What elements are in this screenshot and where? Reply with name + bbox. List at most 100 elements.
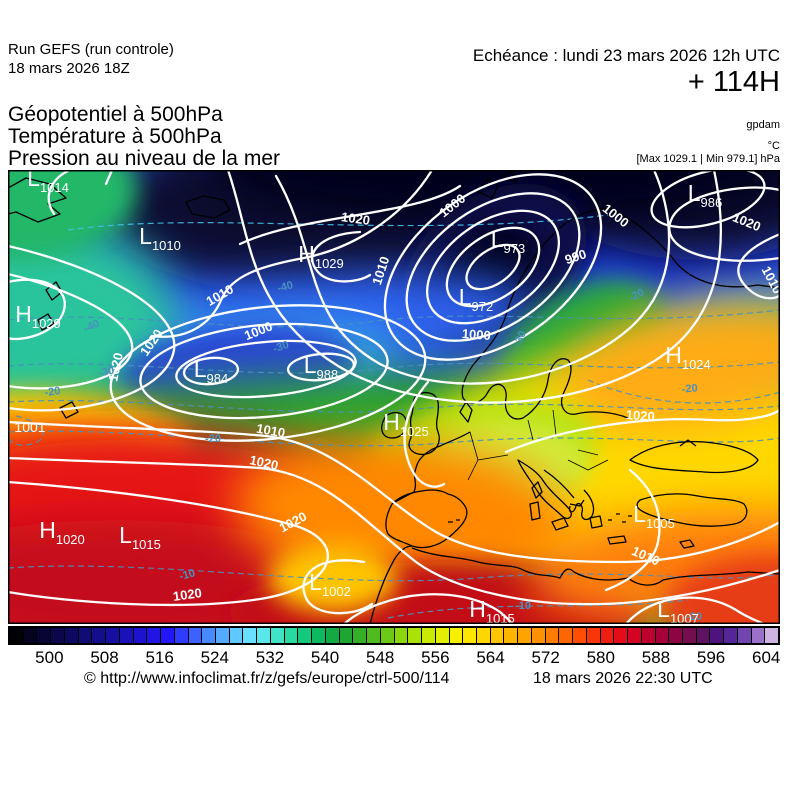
colorbar-cell: [558, 628, 573, 643]
colorbar-cell: [599, 628, 614, 643]
colorbar-cell: [434, 628, 449, 643]
temperature-label: -30: [272, 339, 291, 355]
colorbar-cell: [10, 628, 23, 643]
colorbar-cell: [503, 628, 518, 643]
colorbar-tick-label: 588: [641, 648, 671, 667]
colorbar-tick-label: 564: [476, 648, 505, 667]
temperature-label: -20: [686, 611, 702, 623]
colorbar-cell: [448, 628, 463, 643]
colorbar-tick-label: 596: [696, 648, 726, 667]
colorbar-tick-label: 524: [200, 648, 229, 667]
temperature-label: -20: [205, 433, 221, 445]
colorbar-cell: [475, 628, 490, 643]
isobar-label: 1020: [105, 351, 126, 382]
colorbar-cell: [228, 628, 243, 643]
colorbar-cell: [572, 628, 586, 643]
map-area: 1020 1000 1000 990 1010 1020 1010 1010 1000 1000 1…: [8, 170, 780, 624]
colorbar-tick-label: 572: [531, 648, 560, 667]
pressure-center-label: L1002: [309, 569, 351, 599]
isobar-label: 990: [563, 246, 588, 267]
colorbar-cell: [105, 628, 119, 643]
param-temperature: Température à 500hPa: [8, 125, 222, 148]
pressure-center-label: H1025: [383, 409, 429, 439]
colorbar-cell: [297, 628, 312, 643]
coastlines: [8, 171, 780, 624]
colorbar-tick-label: 604: [752, 648, 781, 667]
colorbar-cell: [544, 628, 559, 643]
colorbar-cell: [654, 628, 669, 643]
colorbar-cell: [215, 628, 229, 643]
temperature-label: -10: [515, 600, 531, 612]
pressure-center-label: L973: [491, 226, 526, 256]
pressure-center-label: H1029: [15, 301, 61, 331]
unit-minmax-hpa: [Max 1029.1 | Min 979.1] hPa: [636, 153, 781, 165]
pressure-center-label: L988: [304, 352, 339, 382]
colorbar-cell: [160, 628, 174, 643]
pressure-center-label: L986: [688, 180, 723, 210]
isobar-label: 1010: [255, 421, 286, 441]
pressure-center-label: H1024: [665, 342, 711, 372]
colorbar-cell: [668, 628, 682, 643]
colorbar-cell: [77, 628, 92, 643]
pressure-center-label: L1014: [27, 170, 69, 195]
colorbar-legend: [8, 626, 780, 645]
temperature-label: -20: [44, 385, 61, 399]
forecast-hour-label: + 114H: [687, 66, 780, 98]
colorbar-tick-label: 508: [90, 648, 119, 667]
generated-timestamp: 18 mars 2026 22:30 UTC: [533, 670, 713, 687]
colorbar-cell: [269, 628, 284, 643]
pressure-center-label: L1007: [657, 596, 699, 624]
colorbar-cell: [462, 628, 476, 643]
temperature-label: -10: [178, 567, 196, 583]
isobar-contours: [8, 170, 780, 624]
colorbar-cell: [132, 628, 147, 643]
isobar-label: 1020: [625, 407, 655, 424]
colorbar-cell: [36, 628, 51, 643]
colorbar-cell: [681, 628, 696, 643]
colorbar-cell: [421, 628, 435, 643]
colorbar-cell: [201, 628, 216, 643]
colorbar-cell: [91, 628, 106, 643]
colorbar-cell: [146, 628, 161, 643]
credit-url: © http://www.infoclimat.fr/z/gefs/europe…: [84, 670, 450, 687]
colorbar-cell: [764, 628, 779, 643]
unit-celsius: °C: [767, 140, 780, 152]
pressure-center-label: L1010: [139, 223, 181, 253]
colorbar-cell: [256, 628, 270, 643]
colorbar-cell: [283, 628, 298, 643]
pressure-center-label: H1029: [298, 241, 344, 271]
colorbar-cell: [517, 628, 531, 643]
isobar-label: 1020: [172, 585, 203, 604]
colorbar-cell: [393, 628, 408, 643]
colorbar-cell: [640, 628, 655, 643]
isobar-label: 1020: [340, 209, 371, 228]
colorbar-cell: [723, 628, 737, 643]
map-border: [8, 170, 780, 624]
run-model-label: Run GEFS (run controle): [8, 41, 174, 58]
colorbar-cell: [173, 628, 188, 643]
colorbar-cell: [50, 628, 64, 643]
pressure-center-label: H1020: [39, 517, 85, 547]
pressure-center-label: L984: [194, 356, 229, 386]
pressure-center-label: 1001: [14, 419, 45, 435]
colorbar-cell: [366, 628, 380, 643]
colorbar-tick-label: 556: [421, 648, 450, 667]
colorbar-cell: [324, 628, 339, 643]
colorbar-cell: [613, 628, 628, 643]
temperature-label: -20: [681, 382, 698, 395]
colorbar-cell: [22, 628, 37, 643]
isobar-label: 1020: [248, 452, 279, 473]
colorbar-cell: [63, 628, 78, 643]
colorbar-cell: [585, 628, 600, 643]
colorbar-cell: [709, 628, 724, 643]
colorbar-cell: [489, 628, 504, 643]
colorbar-tick-label: 548: [366, 648, 395, 667]
colorbar-cell: [311, 628, 325, 643]
colorbar-cell: [627, 628, 641, 643]
param-geopotential: Géopotentiel à 500hPa: [8, 103, 223, 126]
colorbar-cell: [695, 628, 710, 643]
pressure-center-label: L972: [459, 284, 494, 314]
colorbar-tick-label: 516: [145, 648, 174, 667]
